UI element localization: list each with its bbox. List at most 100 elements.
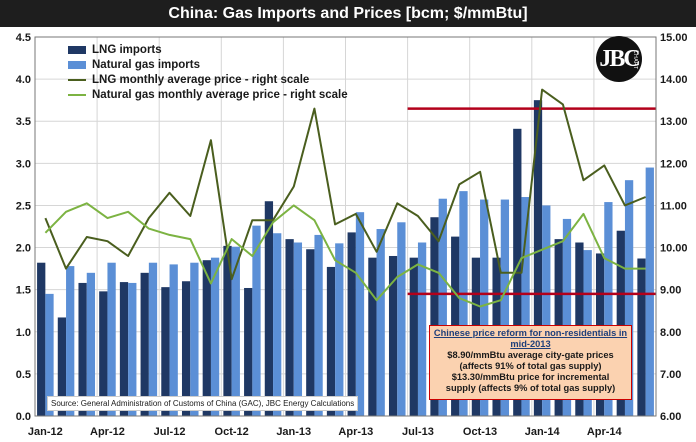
x-tick-label: Apr-12 [90,426,125,438]
y-left-tick-label: 0.5 [16,369,31,381]
note-line-3: $13.30/mmBtu price for incremental [451,372,610,382]
x-tick-label: Apr-13 [338,426,373,438]
y-right-tick-label: 10.00 [660,243,688,255]
bar-lng-imports [37,262,46,416]
y-left-tick-label: 0.0 [16,411,31,423]
bar-lng-imports [368,257,377,416]
bar-gas-imports [86,272,96,416]
bar-lng-imports [285,239,294,416]
y-right-tick-label: 8.00 [660,327,681,339]
bar-gas-imports [624,180,634,416]
x-tick-label: Jul-12 [154,426,186,438]
bar-lng-imports [306,249,315,416]
bar-gas-imports [252,225,261,416]
bar-lng-imports [99,291,108,416]
bar-lng-imports [181,281,191,416]
axes-layer: 0.0 0.5 1.0 1.5 2.0 2.5 3.0 3.5 4.0 4.5 6.00 7.00 8.… [16,32,688,438]
bar-gas-imports [210,257,220,416]
legend-label-lng-price: LNG monthly average price - right scale [92,73,310,86]
bar-gas-imports [500,199,510,416]
logo-mark: JBC [599,46,640,72]
x-tick-label: Jan-12 [28,426,63,438]
y-left-tick-label: 3.0 [16,158,31,170]
y-left-tick-label: 1.5 [16,285,31,297]
bar-lng-imports [616,230,625,416]
x-tick-label: Oct-13 [463,426,497,438]
bar-gas-imports [273,233,282,416]
x-tick-label: Jul-13 [402,426,434,438]
legend-label-lng-imports: LNG imports [92,43,162,56]
bar-gas-imports [542,205,551,416]
bar-lng-imports [161,287,170,416]
bar-gas-imports [107,262,116,416]
bar-gas-imports [604,202,613,416]
y-right-tick-label: 14.00 [660,74,688,86]
bar-lng-imports [347,232,356,416]
legend-swatch-gas-price [68,93,86,96]
jbc-logo: JBC CHART [596,36,642,82]
bar-lng-imports [78,282,87,416]
reference-lines-layer [407,107,656,296]
bar-gas-imports [335,243,344,416]
line-gas-price [44,202,646,308]
bar-gas-imports [128,282,137,416]
legend-item-lng-imports: LNG imports [68,42,348,57]
y-right-tick-label: 9.00 [660,285,681,297]
note-title: Chinese price reform for non-residential… [433,328,628,349]
bar-gas-imports [480,199,489,416]
note-line-2: (affects 91% of total gas supply) [459,361,602,371]
legend: LNG imports Natural gas imports LNG mont… [68,42,348,102]
y-left-tick-label: 4.0 [16,74,31,86]
bar-gas-imports [397,222,406,416]
note-line-4: supply (affects 9% of total gas supply) [445,383,616,393]
bar-gas-imports [45,293,54,416]
bar-gas-imports [231,246,240,416]
bar-lng-imports [57,317,67,416]
bar-lng-imports [202,260,211,416]
y-left-tick-label: 2.0 [16,243,31,255]
legend-label-gas-price: Natural gas monthly average price - righ… [92,88,348,101]
y-left-tick-label: 3.5 [16,116,31,128]
y-right-tick-label: 15.00 [660,32,688,44]
legend-item-lng-price: LNG monthly average price - right scale [68,72,348,87]
legend-item-gas-price: Natural gas monthly average price - righ… [68,87,348,102]
bar-lng-imports [140,272,149,416]
bar-lng-imports [326,266,336,416]
legend-swatch-lng-price [68,78,86,81]
legend-label-gas-imports: Natural gas imports [92,58,200,71]
legend-swatch-lng-imports [68,45,86,54]
price-reform-note: Chinese price reform for non-residential… [429,325,632,400]
bar-lng-imports [533,100,543,417]
bar-gas-imports [190,262,199,416]
legend-item-gas-imports: Natural gas imports [68,57,348,72]
price-lines-layer [44,88,646,308]
bar-gas-imports [562,218,572,416]
y-left-tick-label: 4.5 [16,32,31,44]
bar-gas-imports [417,242,427,416]
title-bar [0,0,696,27]
bar-gas-imports [438,198,447,416]
plot-frame [34,36,657,417]
bar-gas-imports [148,262,158,416]
bar-gas-imports [355,212,365,416]
source-note: Source: General Administration of Custom… [47,396,359,411]
bar-lng-imports [223,245,232,416]
y-right-tick-label: 7.00 [660,369,681,381]
bar-gas-imports [376,229,385,416]
y-right-tick-label: 11.00 [660,200,687,212]
bar-lng-imports [409,257,418,416]
bar-lng-imports [430,217,439,416]
bar-gas-imports [521,197,530,416]
bar-lng-imports [637,258,646,416]
y-left-tick-label: 2.5 [16,200,31,212]
bar-lng-imports [264,201,274,416]
bar-gas-imports [459,191,468,416]
bar-lng-imports [388,255,398,416]
x-tick-label: Jan-14 [525,426,561,438]
y-left-tick-label: 1.0 [16,327,31,339]
logo-text: CHART [632,50,638,70]
chart-title: China: Gas Imports and Prices [bcm; $/mm… [168,5,528,22]
legend-swatch-gas-imports [68,60,86,69]
